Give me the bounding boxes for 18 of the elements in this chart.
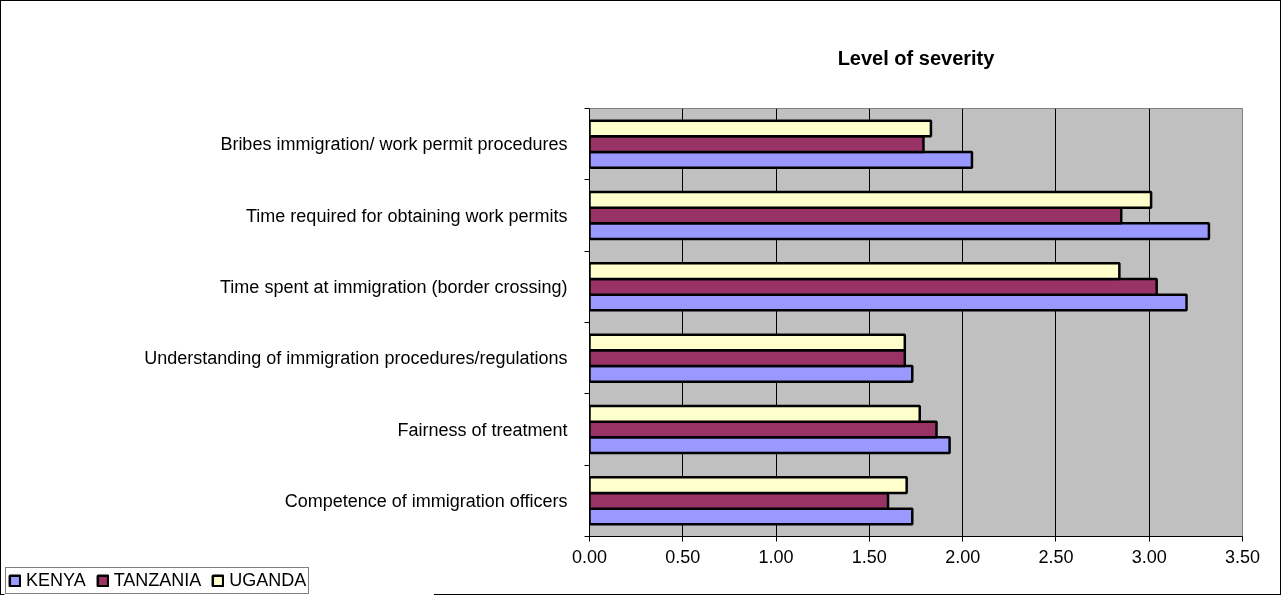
y-tick-label: Fairness of treatment [397,419,568,440]
legend-label: KENYA [26,570,86,591]
x-tick-label: 0.50 [665,546,701,567]
y-tick-label: Competence of immigration officers [284,490,568,511]
x-tick-label: 3.50 [1224,546,1261,567]
x-tick-label: 1.00 [758,546,794,567]
y-tick-label: Bribes immigration/ work permit procedures [220,134,568,155]
x-tick-label: 0.00 [571,546,608,567]
legend-label: TANZANIA [113,570,202,591]
y-tick-label: Time spent at immigration (border crossing) [220,276,568,297]
x-tick-label: 2.50 [1038,546,1074,567]
y-tick-label: Understanding of immigration procedures/regulations [144,348,568,369]
x-tick-label: 2.00 [945,546,981,567]
x-tick-label: 1.50 [851,546,887,567]
y-tick-label: Time required for obtaining work permits [246,205,568,226]
x-tick-label: 3.00 [1131,546,1167,567]
chart-title: Level of severity [837,46,996,69]
legend-label: UGANDA [229,570,307,591]
